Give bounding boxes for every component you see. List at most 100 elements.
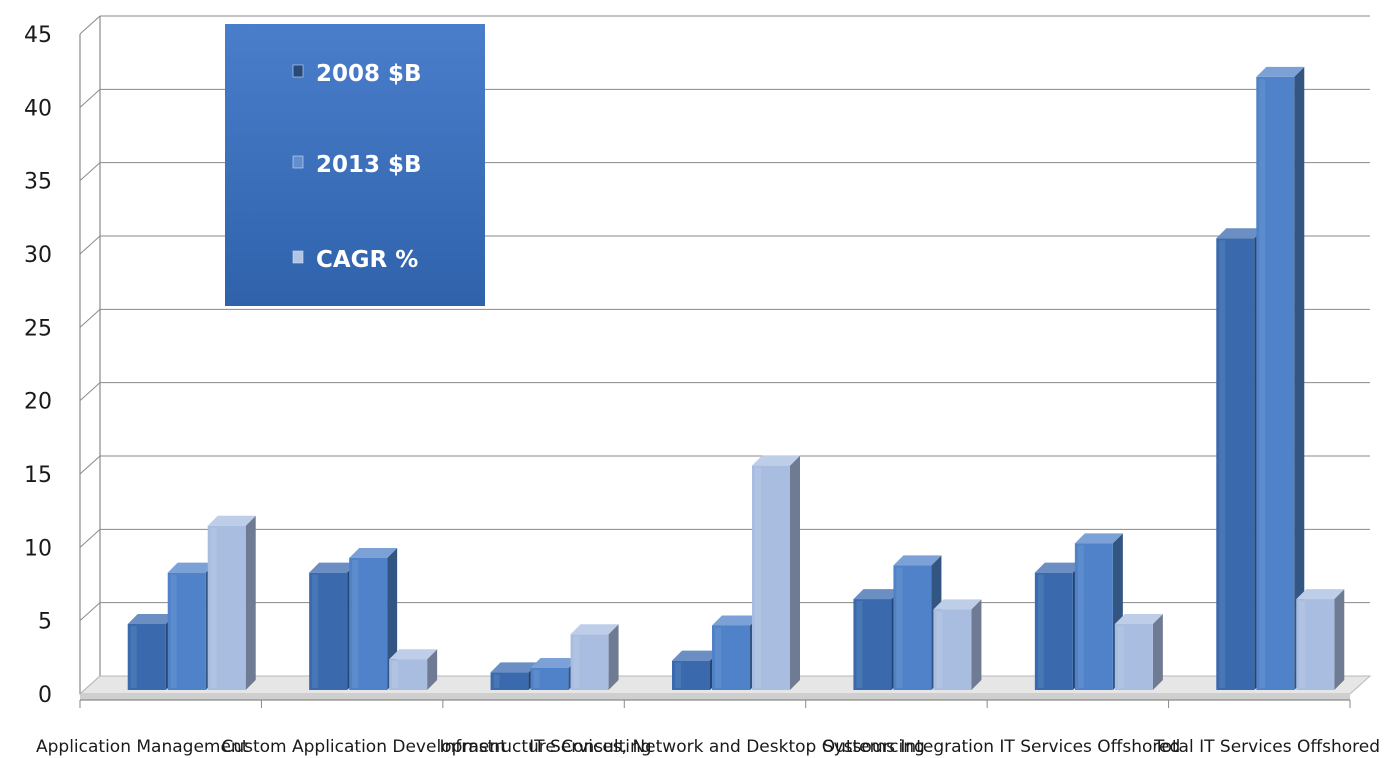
bar-front <box>1034 572 1073 690</box>
gridline-side <box>79 235 101 255</box>
legend-swatch <box>292 250 304 264</box>
bar-highlight <box>493 674 500 688</box>
bar <box>207 515 256 690</box>
bar-front <box>1114 624 1153 690</box>
bar <box>1074 533 1123 690</box>
legend-item: CAGR % <box>292 247 418 273</box>
bar <box>1114 614 1163 690</box>
bar-top <box>933 599 982 610</box>
bar-highlight <box>856 601 863 688</box>
bar-front <box>127 624 166 690</box>
bar-front <box>893 565 932 690</box>
y-tick-label: 5 <box>38 610 52 635</box>
gridline-side <box>79 162 101 182</box>
x-tick-label: Infrastructure Consulting <box>440 737 652 757</box>
legend-box <box>225 24 485 306</box>
bar-top <box>1216 228 1265 239</box>
bar-top <box>570 624 619 635</box>
bar-top <box>389 649 438 660</box>
bar-side <box>1334 589 1345 690</box>
bar-side <box>1294 66 1305 690</box>
bar-highlight <box>392 661 399 688</box>
bar-front <box>349 558 388 690</box>
bar-front <box>672 660 710 690</box>
bar-top <box>1034 562 1083 573</box>
bar-front <box>530 668 569 690</box>
bar <box>389 649 438 690</box>
gridline-side <box>79 602 101 622</box>
bar-highlight <box>1299 601 1306 688</box>
gridline-side <box>79 528 101 548</box>
bar-side <box>245 515 256 690</box>
bar-top <box>752 455 800 466</box>
legend-item: 2008 $B <box>292 61 422 87</box>
bar-side <box>608 624 619 690</box>
x-tick-label: Custom Application Development <box>221 737 507 757</box>
legend-item: 2013 $B <box>292 152 422 178</box>
gridline-side <box>79 15 101 35</box>
bar-top <box>712 615 760 626</box>
bar <box>570 624 619 690</box>
bar-top <box>1114 614 1163 624</box>
y-tick-label: 40 <box>24 96 52 121</box>
bar-top <box>1074 533 1123 544</box>
bar-top <box>853 589 902 600</box>
bar-front <box>752 465 790 690</box>
bar-highlight <box>1259 78 1266 688</box>
bar-side <box>971 599 982 690</box>
legend-label: 2008 $B <box>316 61 422 87</box>
bar-highlight <box>210 527 217 688</box>
bar-highlight <box>1219 240 1226 688</box>
gridline-side <box>79 382 101 402</box>
gridline-side <box>79 308 101 328</box>
bar-top <box>309 562 358 573</box>
y-tick-label: 10 <box>24 536 52 561</box>
bar-front <box>853 599 892 690</box>
legend-swatch <box>292 64 304 78</box>
gridline-side <box>79 455 101 475</box>
y-tick-label: 25 <box>24 316 52 341</box>
bar-front <box>389 659 428 690</box>
bar-top <box>490 662 539 673</box>
bar <box>933 599 982 690</box>
x-tick-label: IT Services, Network and Desktop Outsour… <box>529 737 925 757</box>
legend-label: CAGR % <box>316 247 418 273</box>
legend-swatch <box>292 155 304 169</box>
bar-front <box>712 625 750 690</box>
bar-highlight <box>715 627 721 688</box>
bar-highlight <box>675 662 681 688</box>
bar-highlight <box>1037 574 1044 688</box>
legend: 2008 $B 2013 $B CAGR % <box>225 24 485 306</box>
bar-highlight <box>170 574 177 688</box>
bar-top <box>127 614 176 624</box>
bar-side <box>427 649 438 690</box>
bar <box>893 555 942 690</box>
bar-highlight <box>130 626 137 688</box>
bar-top <box>207 515 256 526</box>
bar-front <box>1296 599 1335 690</box>
bar-highlight <box>312 574 319 688</box>
bars <box>127 66 1345 690</box>
bar-side <box>1152 614 1163 690</box>
bar-top <box>1296 589 1345 600</box>
bar-highlight <box>755 467 761 688</box>
gridline-side <box>79 88 101 108</box>
bar-front <box>570 634 609 690</box>
bar-front <box>1256 76 1295 690</box>
bar-front <box>207 525 246 690</box>
bar-side <box>790 455 800 690</box>
x-tick-label: Application Management <box>36 737 249 757</box>
x-tick-label: Systems Integration <box>823 737 994 757</box>
bar-front <box>167 572 206 690</box>
axes: 0 5 10 15 20 25 30 35 40 45 Application Management… <box>24 23 1380 757</box>
bar <box>349 548 398 690</box>
bar-top <box>167 562 216 573</box>
bar-front <box>309 572 348 690</box>
y-tick-label: 45 <box>24 23 52 48</box>
bar-top <box>530 658 579 668</box>
bar <box>1296 589 1345 690</box>
bar <box>1256 66 1305 690</box>
bar <box>752 455 800 690</box>
